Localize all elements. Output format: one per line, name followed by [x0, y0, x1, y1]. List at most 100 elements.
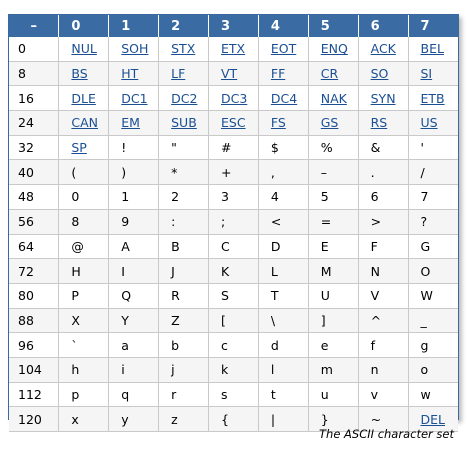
character-cell: }: [308, 406, 359, 432]
character-cell: !: [108, 135, 160, 161]
control-code-link[interactable]: ETB: [408, 85, 458, 112]
control-code-link[interactable]: NUL: [58, 37, 110, 62]
control-code-link[interactable]: FS: [258, 110, 309, 136]
character-cell: #: [208, 135, 259, 161]
character-cell: v: [358, 382, 409, 408]
table-row: 48 0 1 2 3 4 5 6 7: [9, 184, 458, 210]
character-cell: \: [258, 308, 309, 334]
character-cell: L: [258, 258, 309, 284]
control-code-link[interactable]: RS: [358, 110, 409, 136]
control-code-link[interactable]: NAK: [308, 85, 359, 112]
control-code-link[interactable]: CAN: [58, 110, 110, 136]
control-code-link[interactable]: DEL: [408, 406, 458, 432]
character-cell: S: [208, 283, 259, 309]
row-label: 80: [9, 283, 60, 309]
control-code-link[interactable]: DC3: [208, 85, 259, 112]
character-cell: –: [308, 159, 359, 186]
row-label: 0: [9, 37, 60, 62]
control-code-link[interactable]: US: [408, 110, 458, 136]
row-label: 88: [9, 308, 60, 334]
character-cell: o: [408, 357, 458, 383]
character-cell: ': [408, 135, 458, 161]
control-code-link[interactable]: VT: [208, 61, 259, 87]
control-code-link[interactable]: SP: [58, 135, 110, 161]
control-code-link[interactable]: STX: [158, 37, 209, 62]
character-cell: f: [358, 332, 409, 358]
character-cell: z: [158, 406, 209, 432]
table-row: 80 P Q R S T U V W: [9, 283, 458, 309]
control-code-link[interactable]: FF: [258, 61, 309, 87]
control-code-link[interactable]: EOT: [258, 37, 309, 62]
character-cell: ): [108, 159, 160, 186]
character-cell: 1: [108, 184, 160, 210]
character-cell: p: [58, 382, 110, 408]
character-cell: P: [58, 283, 110, 309]
control-code-link[interactable]: SO: [358, 61, 409, 87]
character-cell: =: [308, 209, 359, 235]
control-code-link[interactable]: SUB: [158, 110, 209, 136]
character-cell: k: [208, 357, 259, 383]
control-code-link[interactable]: DC4: [258, 85, 309, 112]
row-label: 8: [9, 61, 60, 87]
character-cell: J: [158, 258, 209, 284]
character-cell: c: [208, 332, 259, 358]
character-cell: q: [108, 382, 160, 408]
control-code-link[interactable]: SI: [408, 61, 458, 87]
column-header: 1: [108, 15, 160, 37]
character-cell: t: [258, 382, 309, 408]
character-cell: V: [358, 283, 409, 309]
control-code-link[interactable]: EM: [108, 110, 160, 136]
table-caption: The ASCII character set: [319, 427, 454, 441]
table-row: 8 BS HT LF VT FF CR SO SI: [9, 61, 458, 87]
character-cell: B: [158, 234, 209, 260]
control-code-link[interactable]: SYN: [358, 85, 409, 112]
row-label: 72: [9, 258, 60, 284]
control-code-link[interactable]: GS: [308, 110, 359, 136]
row-label: 112: [9, 382, 60, 408]
control-code-link[interactable]: DLE: [58, 85, 110, 112]
control-code-link[interactable]: ESC: [208, 110, 259, 136]
table-row: 72 H I J K L M N O: [9, 258, 458, 284]
table-row: 16 DLE DC1 DC2 DC3 DC4 NAK SYN ETB: [9, 85, 458, 112]
control-code-link[interactable]: BEL: [408, 37, 458, 62]
character-cell: F: [358, 234, 409, 260]
character-cell: 6: [358, 184, 409, 210]
character-cell: a: [108, 332, 160, 358]
character-cell: %: [308, 135, 359, 161]
table-row: 32 SP! " # $% & ': [9, 135, 458, 161]
character-cell: >: [358, 209, 409, 235]
table-body: 0 NUL SOH STX ETX EOT ENQ ACK BEL 8 BS HT LF VT FF CR SO…: [9, 37, 458, 432]
control-code-link[interactable]: DC1: [108, 85, 160, 112]
table-row: 104 h i j k l m n o: [9, 357, 458, 383]
character-cell: $: [258, 135, 309, 161]
character-cell: 0: [58, 184, 110, 210]
table-row: 56 8 9:; < = >?: [9, 209, 458, 235]
table-row: 112 p q r s t u v w: [9, 382, 458, 408]
character-cell: 3: [208, 184, 259, 210]
character-cell: (: [58, 159, 110, 186]
character-cell: W: [408, 283, 458, 309]
character-cell: Y: [108, 308, 160, 334]
ascii-table: – 0 1 2 3 4 5 6 7 0 NUL SOH STX ETX EOT ENQ ACK…: [9, 15, 458, 432]
row-label: 64: [9, 234, 60, 260]
character-cell: U: [308, 283, 359, 309]
character-cell: <: [258, 209, 309, 235]
control-code-link[interactable]: DC2: [158, 85, 209, 112]
character-cell: n: [358, 357, 409, 383]
control-code-link[interactable]: CR: [308, 61, 359, 87]
column-header: 4: [258, 15, 309, 37]
character-cell: r: [158, 382, 209, 408]
control-code-link[interactable]: LF: [158, 61, 209, 87]
character-cell: Q: [108, 283, 160, 309]
control-code-link[interactable]: ACK: [358, 37, 409, 62]
character-cell: R: [158, 283, 209, 309]
control-code-link[interactable]: ETX: [208, 37, 259, 62]
control-code-link[interactable]: ENQ: [308, 37, 359, 62]
character-cell: C: [208, 234, 259, 260]
column-header: 0: [58, 15, 110, 37]
control-code-link[interactable]: SOH: [108, 37, 160, 62]
character-cell: b: [158, 332, 209, 358]
control-code-link[interactable]: HT: [108, 61, 160, 87]
corner-header: –: [9, 15, 60, 37]
control-code-link[interactable]: BS: [58, 61, 110, 87]
